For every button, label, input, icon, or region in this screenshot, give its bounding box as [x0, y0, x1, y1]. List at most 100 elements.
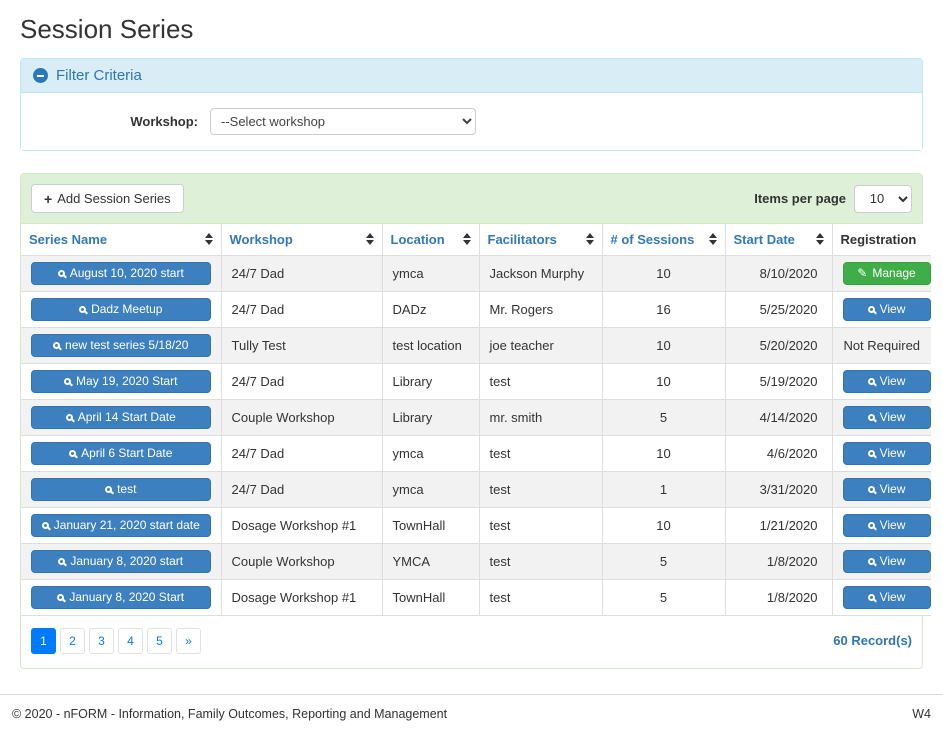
sessions-cell: 5: [601, 398, 726, 436]
series-name-label: test: [117, 482, 137, 496]
column-header-label: Workshop: [229, 231, 293, 247]
view-registration-button[interactable]: View: [842, 441, 931, 465]
table-row: April 6 Start Date 24/7 Dad ymca test 10…: [21, 434, 931, 472]
series-name-button[interactable]: April 14 Start Date: [31, 405, 211, 429]
start-date-cell: 3/31/2020: [724, 470, 833, 508]
page-title: Session Series: [20, 14, 194, 44]
collapse-minus-icon[interactable]: [33, 68, 48, 83]
workshop-cell: 24/7 Dad: [220, 362, 383, 400]
page-button-2[interactable]: 2: [60, 627, 85, 654]
series-name-label: April 14 Start Date: [77, 410, 176, 424]
sort-icon[interactable]: [703, 233, 717, 246]
next-page-button[interactable]: »: [176, 627, 201, 654]
series-name-button[interactable]: Dadz Meetup: [31, 297, 211, 321]
series-name-button[interactable]: April 6 Start Date: [31, 441, 211, 465]
series-name-label: January 8, 2020 Start: [69, 590, 185, 604]
table-footer: 1 2 3 4 5» 60 Record(s): [21, 615, 922, 668]
facilitators-cell: Jackson Murphy: [478, 254, 603, 292]
table-row: test 24/7 Dad ymca test 1 3/31/2020 View: [21, 470, 931, 508]
facilitators-cell: mr. smith: [478, 398, 603, 436]
start-date-cell: 4/14/2020: [724, 398, 833, 436]
series-name-button[interactable]: August 10, 2020 start: [31, 261, 211, 285]
table-row: January 8, 2020 start Couple Workshop YM…: [21, 542, 931, 580]
page-button-4[interactable]: 4: [118, 627, 143, 654]
search-icon: [867, 557, 875, 565]
view-registration-button[interactable]: View: [842, 513, 931, 537]
sessions-cell: 1: [601, 470, 726, 508]
page-button-5[interactable]: 5: [147, 627, 172, 654]
facilitators-cell: joe teacher: [478, 326, 603, 364]
registration-status-text: Not Required: [843, 337, 921, 353]
column-header-location[interactable]: Location: [381, 224, 480, 256]
search-icon: [867, 449, 875, 457]
column-header-facilitators[interactable]: Facilitators: [478, 224, 603, 256]
workshop-cell: 24/7 Dad: [220, 290, 383, 328]
column-header-series-name[interactable]: Series Name: [21, 224, 222, 256]
sort-icon[interactable]: [810, 233, 824, 246]
registration-cell: View: [831, 506, 931, 544]
column-header-workshop[interactable]: Workshop: [220, 224, 383, 256]
start-date-cell: 1/8/2020: [724, 578, 833, 616]
start-date-cell: 5/25/2020: [724, 290, 833, 328]
facilitators-cell: test: [478, 362, 603, 400]
series-name-button[interactable]: January 21, 2020 start date: [31, 513, 211, 537]
series-name-button[interactable]: new test series 5/18/20: [31, 333, 211, 357]
table-row: April 14 Start Date Couple Workshop Libr…: [21, 398, 931, 436]
view-registration-button[interactable]: View: [842, 549, 931, 573]
view-registration-button[interactable]: View: [842, 477, 931, 501]
sort-icon[interactable]: [199, 233, 213, 246]
pencil-icon: ✎: [857, 266, 868, 280]
footer-version: W4: [912, 706, 931, 721]
view-registration-button[interactable]: View: [842, 369, 931, 393]
table-body: August 10, 2020 start 24/7 Dad ymca Jack…: [21, 254, 931, 616]
view-label: View: [879, 482, 906, 496]
column-header-label: Location: [390, 231, 445, 247]
sessions-cell: 5: [601, 578, 726, 616]
workshop-cell: Tully Test: [220, 326, 383, 364]
table-row: August 10, 2020 start 24/7 Dad ymca Jack…: [21, 254, 931, 292]
view-registration-button[interactable]: View: [842, 585, 931, 609]
view-registration-button[interactable]: View: [842, 405, 931, 429]
series-name-label: May 19, 2020 Start: [76, 374, 178, 388]
search-icon: [867, 485, 875, 493]
series-name-button[interactable]: January 8, 2020 start: [31, 549, 211, 573]
facilitators-cell: test: [478, 578, 603, 616]
page-container: Session Series Filter Criteria Workshop:…: [0, 0, 943, 669]
workshop-select[interactable]: --Select workshop: [210, 108, 476, 135]
series-name-button[interactable]: test: [31, 477, 211, 501]
location-cell: YMCA: [381, 542, 480, 580]
filter-panel-header[interactable]: Filter Criteria: [21, 59, 922, 93]
workshop-cell: 24/7 Dad: [220, 254, 383, 292]
page-button-1[interactable]: 1: [31, 627, 56, 654]
page-button-3[interactable]: 3: [89, 627, 114, 654]
view-label: View: [879, 518, 906, 532]
column-header-start-date[interactable]: Start Date: [724, 224, 833, 256]
column-header--of-sessions[interactable]: # of Sessions: [601, 224, 726, 256]
sort-icon[interactable]: [360, 233, 374, 246]
sort-icon[interactable]: [457, 233, 471, 246]
search-icon: [867, 305, 875, 313]
view-label: View: [879, 590, 906, 604]
manage-registration-button[interactable]: ✎ Manage: [842, 261, 931, 285]
view-registration-button[interactable]: View: [842, 297, 931, 321]
search-icon: [64, 377, 72, 385]
items-per-page-label: Items per page: [754, 191, 846, 206]
sort-icon[interactable]: [580, 233, 594, 246]
manage-label: Manage: [872, 266, 916, 280]
sessions-cell: 10: [601, 362, 726, 400]
add-session-series-button[interactable]: + Add Session Series: [31, 184, 184, 213]
search-icon: [53, 341, 61, 349]
page-footer: © 2020 - nFORM - Information, Family Out…: [0, 695, 943, 733]
series-name-button[interactable]: May 19, 2020 Start: [31, 369, 211, 393]
facilitators-cell: test: [478, 434, 603, 472]
items-per-page-select[interactable]: 10: [854, 184, 912, 213]
series-name-button[interactable]: January 8, 2020 Start: [31, 585, 211, 609]
start-date-cell: 5/19/2020: [724, 362, 833, 400]
registration-cell: View: [831, 542, 931, 580]
sessions-cell: 10: [601, 434, 726, 472]
column-header-registration: Registration: [831, 224, 931, 256]
filter-panel: Filter Criteria Workshop: --Select works…: [20, 58, 923, 151]
start-date-cell: 1/8/2020: [724, 542, 833, 580]
location-cell: ymca: [381, 254, 480, 292]
location-cell: DADz: [381, 290, 480, 328]
